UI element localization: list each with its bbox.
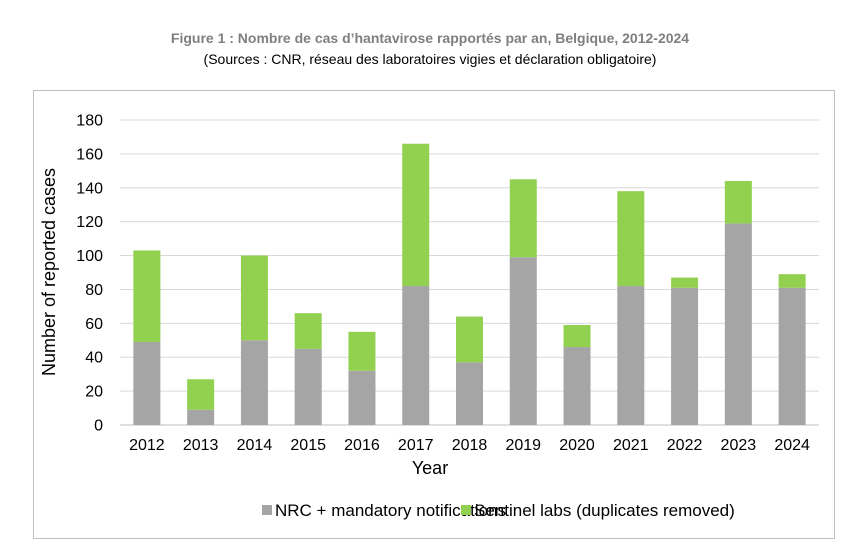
y-tick-label: 120 [76,214,103,231]
y-tick-label: 180 [76,113,103,130]
x-tick-label: 2012 [129,437,165,454]
bar-nrc-2017 [402,286,430,425]
bar-nrc-2012 [133,341,161,425]
x-tick-label: 2019 [505,437,541,454]
x-tick-label: 2013 [183,437,219,454]
figure-subtitle: (Sources : CNR, réseau des laboratoires … [203,51,657,67]
bar-nrc-2013 [187,409,215,425]
bar-sentinel-2023 [724,181,752,224]
legend-label: Sentinel labs (duplicates removed) [474,501,735,520]
bar-sentinel-2016 [348,331,376,371]
legend-label: NRC + mandatory notifications [275,501,506,520]
x-axis-title: Year [412,458,448,478]
x-tick-label: 2022 [667,437,703,454]
bar-nrc-2016 [348,370,376,425]
bar-nrc-2022 [671,287,699,425]
bar-sentinel-2021 [617,191,645,287]
bar-nrc-2024 [778,287,806,425]
bar-nrc-2018 [456,362,483,425]
x-tick-label: 2024 [774,437,810,454]
bar-nrc-2019 [509,257,537,425]
x-tick-label: 2018 [452,437,488,454]
bar-nrc-2023 [724,223,752,425]
bar-sentinel-2018 [456,316,483,363]
x-tick-label: 2020 [559,437,595,454]
x-tick-label: 2023 [721,437,757,454]
figure-title: Figure 1 : Nombre de cas d’hantavirose r… [170,30,690,46]
bar-sentinel-2015 [294,313,322,349]
y-axis-title: Number of reported cases [39,168,59,376]
bar-sentinel-2019 [509,179,537,258]
y-tick-label: 0 [94,418,103,435]
bar-nrc-2015 [294,348,322,425]
chart-frame [33,90,835,539]
y-tick-label: 20 [85,384,103,401]
bar-sentinel-2022 [671,277,699,288]
y-tick-label: 80 [85,282,103,299]
y-tick-label: 60 [85,316,103,333]
bar-sentinel-2012 [133,250,161,342]
bar-nrc-2021 [617,286,645,425]
bar-sentinel-2017 [402,143,430,287]
bar-nrc-2014 [240,340,268,425]
y-tick-label: 40 [85,350,103,367]
bars [133,143,806,425]
y-tick-label: 160 [76,146,103,163]
bar-sentinel-2014 [240,255,268,341]
bar-sentinel-2020 [563,325,591,348]
bar-sentinel-2024 [778,274,806,288]
x-tick-labels: 2012 2013 2014 2015 2016 2017 2018 2019 2020 2021… [129,437,810,454]
x-tick-label: 2017 [398,437,434,454]
y-tick-label: 100 [76,248,103,265]
bar-sentinel-2013 [187,379,215,410]
legend-swatch [461,505,471,515]
x-tick-label: 2021 [613,437,649,454]
x-tick-label: 2014 [237,437,273,454]
bar-nrc-2020 [563,347,591,425]
y-tick-label: 140 [76,180,103,197]
x-tick-label: 2015 [290,437,326,454]
y-tick-labels: 0 20 40 60 80 100 120 140 160 180 [76,113,103,435]
legend-swatch [262,505,272,515]
x-tick-label: 2016 [344,437,380,454]
